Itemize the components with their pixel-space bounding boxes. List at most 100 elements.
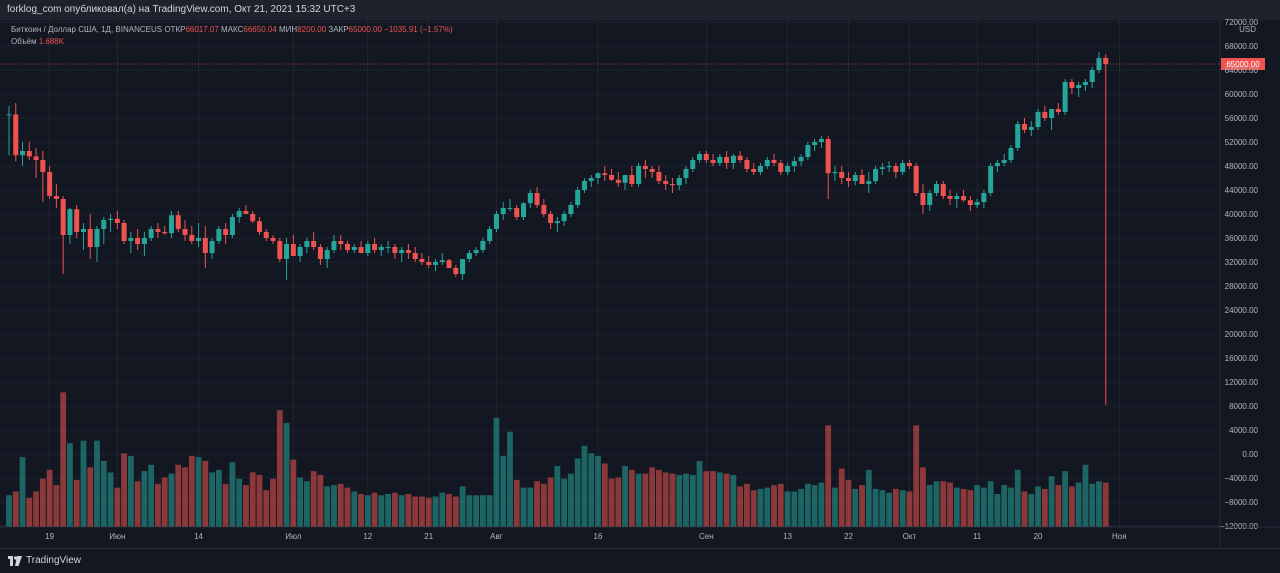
- candle-body: [920, 193, 926, 205]
- legend-high-label: МАКС: [221, 25, 244, 34]
- volume-bar: [757, 488, 764, 527]
- volume-bar: [1068, 486, 1075, 527]
- volume-bar: [710, 471, 716, 527]
- last-price-label: 65000.00: [1226, 60, 1260, 69]
- volume-bar: [256, 474, 263, 527]
- volume-bar: [967, 490, 974, 527]
- publisher-line: forklog_com опубликовал(а) на TradingVie…: [7, 4, 356, 15]
- time-tick-label: 13: [783, 532, 792, 541]
- volume-bar: [26, 497, 33, 527]
- time-axis[interactable]: 19 Июн 14 Июл 12 21 Авг 16 Сен 13 22 Окт 11 20 Ноя: [0, 526, 1280, 541]
- candle-body: [548, 214, 554, 223]
- price-tick-label: 4000.00: [1229, 426, 1258, 435]
- tradingview-logo[interactable]: TradingView: [8, 555, 81, 566]
- candle-body: [216, 229, 222, 241]
- candle-body: [595, 173, 601, 178]
- candle-body: [20, 151, 26, 156]
- time-tick-label: 20: [1034, 532, 1043, 541]
- candle-body: [405, 250, 411, 253]
- volume-bar: [642, 473, 649, 527]
- candle-body: [453, 268, 459, 274]
- candle-body: [433, 262, 439, 265]
- volume-bar: [615, 477, 622, 527]
- legend-volume-value: 1.688K: [38, 37, 65, 46]
- candle-body: [67, 209, 73, 235]
- candle-body: [317, 247, 323, 259]
- volume-bar: [195, 457, 202, 527]
- volume-bar: [662, 472, 669, 527]
- volume-bar: [148, 464, 155, 527]
- volume-bar: [168, 473, 175, 527]
- candle-body: [290, 244, 296, 256]
- candle-body: [751, 169, 757, 172]
- legend-open-label: ОТКР: [164, 25, 186, 34]
- price-tick-label: 36000.00: [1225, 234, 1259, 243]
- volume-bar: [940, 481, 947, 527]
- volume-bar: [480, 495, 486, 527]
- candle-body: [981, 193, 987, 202]
- candle-body: [175, 215, 181, 229]
- candle-body: [358, 247, 364, 253]
- candle-body: [487, 229, 493, 241]
- candle-body: [649, 169, 655, 172]
- candle-body: [737, 155, 743, 160]
- candle-body: [155, 229, 161, 232]
- price-tick-label: 52000.00: [1225, 138, 1259, 147]
- volume-bar: [344, 487, 351, 527]
- candle-body: [818, 139, 824, 142]
- volume-bar: [811, 485, 818, 527]
- price-axis[interactable]: 72000.00 68000.00 64000.00 60000.00 56000.00…: [1219, 18, 1259, 548]
- candle-body: [1008, 148, 1014, 160]
- candle-body: [101, 220, 107, 229]
- volume-bar: [947, 482, 953, 527]
- currency-label: USD: [1239, 25, 1256, 34]
- volume-bar: [635, 473, 642, 527]
- time-tick-label: 14: [194, 532, 203, 541]
- candle-body: [47, 172, 53, 196]
- volume-bar: [80, 440, 87, 527]
- candle-body: [629, 175, 635, 184]
- volume-bar: [845, 480, 852, 527]
- price-chart[interactable]: 65000.00 72000.00 68000.00 64000.00 60000.0…: [0, 0, 1280, 548]
- volume-bar: [764, 487, 771, 527]
- candle-body: [128, 238, 134, 241]
- candle-body: [879, 167, 885, 169]
- volume-bar: [723, 473, 730, 527]
- candle-body: [859, 175, 865, 184]
- volume-bar: [1075, 482, 1082, 527]
- candle-body: [80, 229, 86, 232]
- volume-bar: [926, 485, 933, 527]
- volume-bar: [791, 491, 798, 527]
- volume-bar: [500, 455, 507, 527]
- candle-body: [527, 193, 533, 204]
- candle-body: [1103, 57, 1109, 64]
- candle-body: [710, 160, 716, 163]
- volume-bar: [249, 472, 256, 527]
- volume-bar: [872, 488, 879, 527]
- candle-body: [351, 247, 357, 250]
- candle-body: [60, 199, 66, 235]
- volume-bar: [378, 495, 385, 527]
- volume-bar: [730, 474, 737, 527]
- volume-bar: [920, 467, 926, 527]
- volume-bar: [1008, 487, 1014, 527]
- price-tick-label: 16000.00: [1225, 354, 1259, 363]
- candle-body: [304, 241, 310, 247]
- candle-body: [588, 178, 594, 181]
- volume-bar: [513, 480, 520, 527]
- volume-bar: [215, 469, 222, 527]
- volume-bar: [1001, 485, 1008, 527]
- price-tick-label: −4000.00: [1224, 474, 1258, 483]
- time-tick-label: Окт: [903, 532, 917, 541]
- candle-body: [845, 178, 851, 181]
- candle-body: [345, 244, 350, 250]
- candle-body: [541, 205, 547, 214]
- candle-body: [1042, 112, 1048, 118]
- candle-body: [676, 178, 682, 186]
- volume-bar: [622, 466, 628, 527]
- candle-body: [6, 114, 12, 116]
- price-tick-label: 60000.00: [1225, 90, 1259, 99]
- candle-body: [1055, 109, 1061, 112]
- volume-bar: [127, 455, 134, 527]
- candle-body: [460, 259, 466, 274]
